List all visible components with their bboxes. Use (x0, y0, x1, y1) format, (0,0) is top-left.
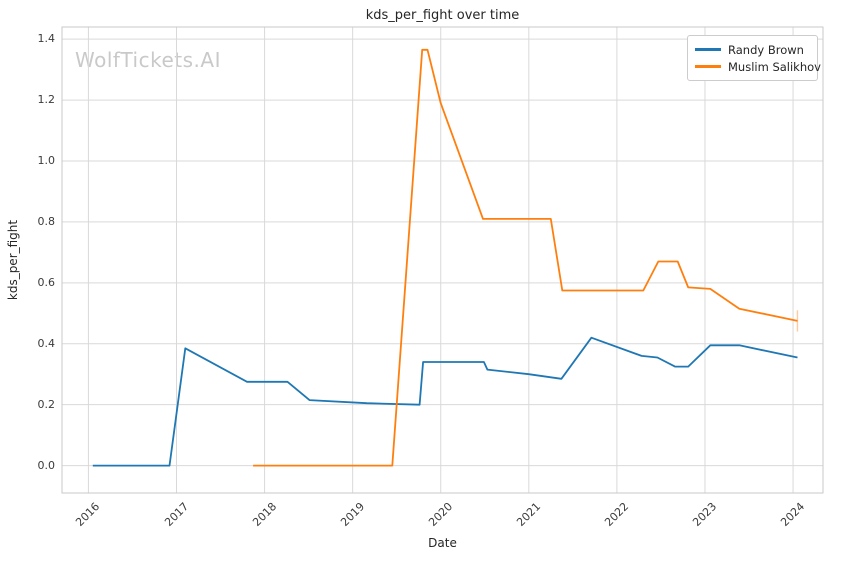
chart-title: kds_per_fight over time (365, 8, 520, 23)
legend-item-randy-brown: Randy Brown (695, 41, 809, 58)
legend-label: Randy Brown (728, 42, 804, 57)
legend-line-swatch-orange (695, 65, 721, 68)
y-tick-label: 0.4 (37, 336, 56, 350)
legend: Randy Brown Muslim Salikhov (687, 35, 821, 81)
y-axis-label: kds_per_fight (6, 219, 20, 301)
legend-item-muslim-salikhov: Muslim Salikhov (695, 58, 821, 75)
y-tick-label: 0.8 (37, 214, 56, 228)
legend-label: Muslim Salikhov (728, 59, 821, 74)
x-axis-label: Date (428, 536, 457, 550)
y-tick-label: 0.6 (37, 275, 56, 289)
series-line-randy-brown (92, 336, 798, 467)
watermark: WolfTickets.AI (75, 48, 221, 72)
y-tick-label: 0.0 (37, 458, 56, 472)
y-tick-label: 0.2 (37, 397, 56, 411)
legend-line-swatch-blue (695, 48, 721, 51)
y-tick-label: 1.4 (37, 32, 56, 46)
series-line-muslim-salikhov (253, 48, 798, 467)
y-tick-label: 1.2 (37, 93, 56, 107)
y-tick-label: 1.0 (37, 154, 56, 167)
plot-border (61, 26, 824, 494)
